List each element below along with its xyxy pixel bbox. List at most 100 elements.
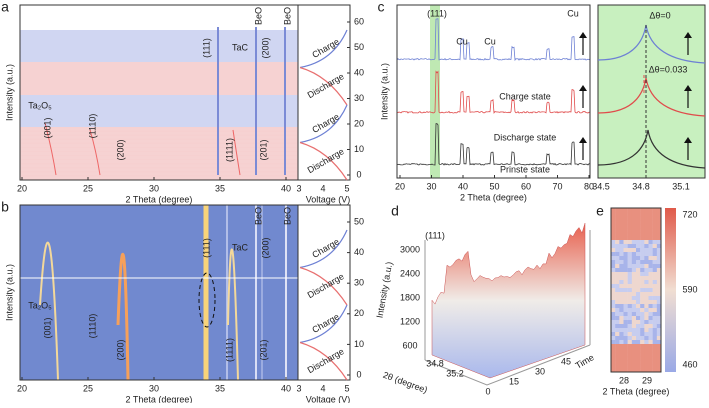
heat-cell	[631, 300, 637, 305]
heat-cell	[636, 348, 641, 353]
heat-cell	[623, 300, 628, 305]
heat-cell	[623, 220, 628, 225]
heat-cell	[652, 304, 658, 309]
heat-cell	[648, 232, 653, 237]
heat-cell	[623, 212, 628, 217]
heat-cell	[656, 228, 662, 233]
x-tick-label: 30	[426, 181, 436, 191]
heat-cell	[627, 224, 633, 229]
heat-cell	[652, 212, 658, 217]
heat-cell	[640, 320, 645, 325]
heat-cell	[619, 256, 624, 261]
heat-cell	[631, 244, 637, 249]
heat-cell	[619, 296, 624, 301]
heat-cell	[615, 208, 620, 213]
heat-cell	[611, 224, 616, 229]
heat-cell	[611, 264, 616, 269]
annotation: (111)	[427, 8, 447, 18]
heat-cell	[615, 256, 620, 261]
heat-cell	[615, 260, 620, 265]
heat-cell	[631, 316, 637, 321]
heat-cell	[619, 292, 624, 297]
heat-cell	[640, 296, 645, 301]
heat-cell	[627, 284, 633, 289]
heat-cell	[636, 300, 641, 305]
heat-cell	[656, 220, 662, 225]
x-axis-label: 2θ (degree)	[382, 370, 429, 395]
x-tick-label: 25	[83, 383, 93, 393]
annotation: BeO	[253, 207, 263, 225]
heat-cell	[640, 208, 645, 213]
heat-cell	[619, 332, 624, 337]
annotation: (1110)	[87, 314, 97, 339]
heat-cell	[615, 344, 620, 349]
heat-cell	[640, 300, 645, 305]
heat-cell	[615, 296, 620, 301]
heat-cell	[615, 304, 620, 309]
annotation: (201)	[258, 139, 268, 160]
heat-cell	[611, 276, 616, 281]
heat-cell	[644, 236, 649, 241]
time-tick-label: 30	[354, 278, 364, 288]
heat-cell	[640, 212, 645, 217]
voltage-curve	[299, 341, 348, 381]
annotation: (1110)	[87, 114, 97, 139]
heat-cell	[627, 276, 633, 281]
heat-cell	[656, 344, 662, 349]
heat-cell	[611, 336, 616, 341]
heat-cell	[656, 224, 662, 229]
heat-cell	[656, 296, 662, 301]
heat-cell	[615, 332, 620, 337]
heat-cell	[627, 208, 633, 213]
heat-cell	[644, 212, 649, 217]
heat-cell	[656, 252, 662, 257]
heat-cell	[611, 280, 616, 285]
heat-cell	[615, 248, 620, 253]
heat-cell	[644, 228, 649, 233]
heat-cell	[615, 280, 620, 285]
heat-cell	[648, 348, 653, 353]
time-tick-label: 20	[354, 308, 364, 318]
heat-cell	[648, 368, 653, 373]
heat-cell	[623, 312, 628, 317]
heat-cell	[656, 368, 662, 373]
heat-cell	[611, 344, 616, 349]
heat-cell	[611, 348, 616, 353]
heat-cell	[615, 216, 620, 221]
heat-cell	[636, 332, 641, 337]
heat-cell	[644, 284, 649, 289]
heat-cell	[615, 308, 620, 313]
x-tick-label: 35	[215, 383, 225, 393]
heat-cell	[644, 248, 649, 253]
heat-cell	[627, 328, 633, 333]
heat-cell	[652, 272, 658, 277]
heat-cell	[636, 212, 641, 217]
heat-cell	[656, 288, 662, 293]
heat-cell	[611, 304, 616, 309]
heat-cell	[623, 296, 628, 301]
heat-cell	[619, 216, 624, 221]
heat-cell	[640, 276, 645, 281]
heat-cell	[611, 316, 616, 321]
heat-cell	[623, 276, 628, 281]
heat-cell	[627, 352, 633, 357]
heat-cell	[636, 308, 641, 313]
panel-letter: b	[1, 199, 9, 215]
heat-cell	[631, 312, 637, 317]
heat-cell	[611, 232, 616, 237]
heat-cell	[631, 296, 637, 301]
heat-cell	[640, 288, 645, 293]
heat-cell	[640, 356, 645, 361]
heat-cell	[652, 280, 658, 285]
heat-cell	[644, 264, 649, 269]
heat-cell	[640, 340, 645, 345]
heat-cell	[627, 320, 633, 325]
heat-cell	[636, 228, 641, 233]
heat-cell	[652, 220, 658, 225]
heat-cell	[644, 328, 649, 333]
zoom-bg	[597, 4, 706, 179]
annotation: BeO	[253, 7, 263, 25]
heat-cell	[619, 260, 624, 265]
heat-cell	[644, 272, 649, 277]
x-tick-label: 28	[619, 375, 629, 385]
